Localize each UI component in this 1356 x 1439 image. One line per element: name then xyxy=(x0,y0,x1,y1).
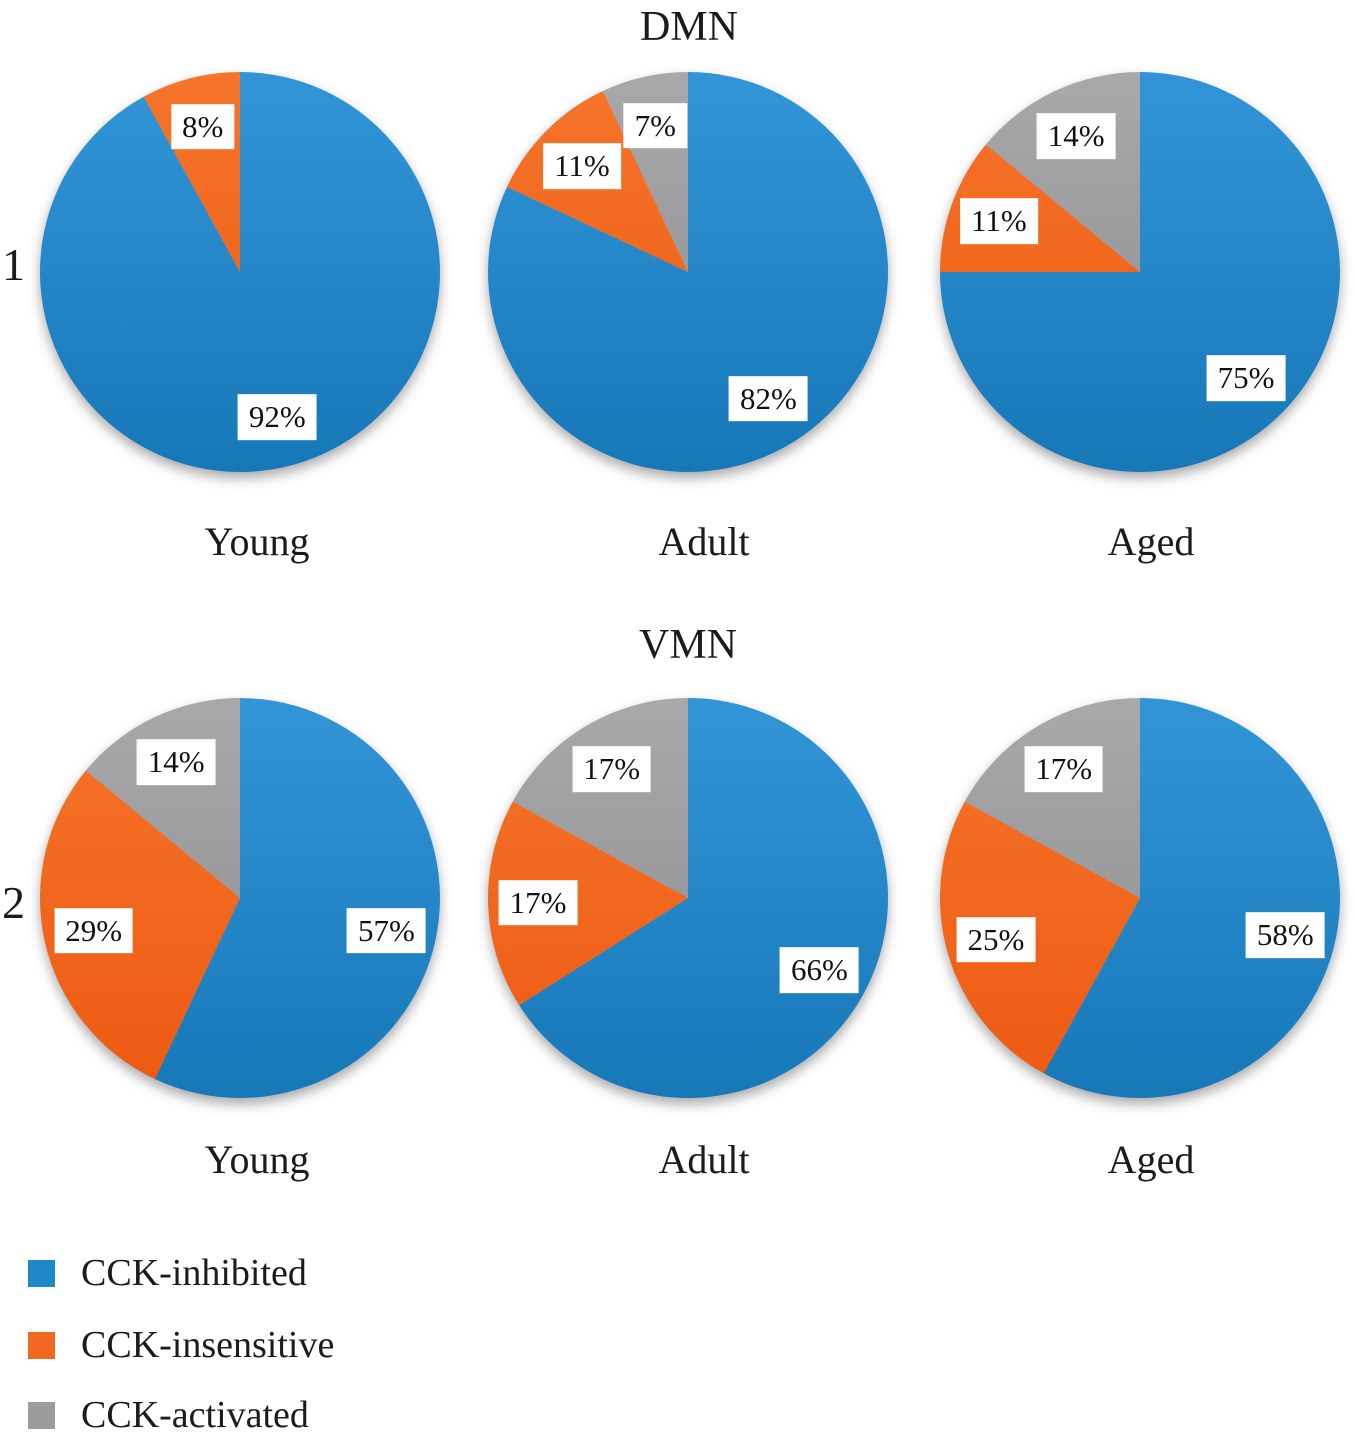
pie-value-label: 14% xyxy=(136,739,216,786)
pie-chart-dmn-aged: 75% 11% 14% xyxy=(938,70,1342,474)
category-label-dmn-aged: Aged xyxy=(1107,519,1195,564)
pie-svg xyxy=(487,698,888,1098)
pie-chart-vmn-young: 57% 29% 14% xyxy=(38,696,442,1100)
pie-chart-vmn-aged: 58% 25% 17% xyxy=(938,696,1342,1100)
legend-label-cck-activated: CCK-activated xyxy=(81,1394,309,1436)
category-label-vmn-aged: Aged xyxy=(1107,1137,1195,1182)
category-label-vmn-young: Young xyxy=(204,1137,310,1182)
pie-slice-cck-inhibited xyxy=(1043,698,1341,1098)
pie-slice-cck-inhibited xyxy=(519,698,888,1098)
legend-label-cck-inhibited: CCK-inhibited xyxy=(81,1252,307,1294)
pie-value-label: 11% xyxy=(960,198,1038,245)
group-title-vmn: VMN xyxy=(638,622,738,668)
pie-chart-dmn-adult: 82% 11% 7% xyxy=(486,70,890,474)
category-label-dmn-young: Young xyxy=(204,519,310,564)
pie-value-label: 92% xyxy=(237,394,317,441)
category-label-vmn-adult: Adult xyxy=(658,1137,750,1182)
pie-value-label: 8% xyxy=(171,103,235,150)
pie-value-label: 57% xyxy=(346,907,426,954)
legend-label-cck-insensitive: CCK-insensitive xyxy=(81,1324,335,1366)
pie-value-label: 58% xyxy=(1245,912,1325,959)
pie-svg xyxy=(40,698,440,1098)
group-title-dmn: DMN xyxy=(639,4,739,50)
group-number-2: 2 xyxy=(2,877,25,928)
pie-chart-dmn-young: 92% 8% xyxy=(38,70,442,474)
pie-chart-vmn-adult: 66% 17% 17% xyxy=(486,696,890,1100)
pie-slice-cck-insensitive xyxy=(40,770,240,1079)
pie-svg xyxy=(940,698,1341,1098)
pie-value-label: 17% xyxy=(498,879,578,926)
legend-item-cck-activated: CCK-activated xyxy=(28,1392,309,1438)
pie-value-label: 17% xyxy=(1024,746,1104,792)
pie-value-label: 11% xyxy=(543,143,621,189)
pie-value-label: 66% xyxy=(780,947,859,994)
pie-value-label: 29% xyxy=(54,907,134,954)
pie-slice-cck-insensitive xyxy=(487,801,688,1006)
pie-slice-cck-inhibited xyxy=(154,698,440,1098)
pie-value-label: 17% xyxy=(572,746,652,792)
legend-item-cck-insensitive: CCK-insensitive xyxy=(28,1322,334,1368)
legend-item-cck-inhibited: CCK-inhibited xyxy=(28,1250,307,1296)
group-number-1: 1 xyxy=(2,239,25,290)
pie-value-label: 7% xyxy=(623,102,687,149)
category-label-dmn-adult: Adult xyxy=(658,519,750,564)
legend-swatch-cck-activated xyxy=(28,1401,55,1429)
pie-slice-cck-inhibited xyxy=(40,72,441,472)
pie-svg xyxy=(487,72,888,472)
pie-value-label: 25% xyxy=(956,917,1036,963)
pie-slice-cck-inhibited xyxy=(487,72,888,472)
legend-swatch-cck-inhibited xyxy=(28,1259,55,1287)
pie-svg xyxy=(940,72,1340,472)
pie-value-label: 14% xyxy=(1036,113,1116,160)
pie-value-label: 75% xyxy=(1206,355,1286,401)
pie-value-label: 82% xyxy=(728,375,808,422)
pie-slice-cck-insensitive xyxy=(940,801,1140,1074)
legend-swatch-cck-insensitive xyxy=(28,1331,55,1359)
